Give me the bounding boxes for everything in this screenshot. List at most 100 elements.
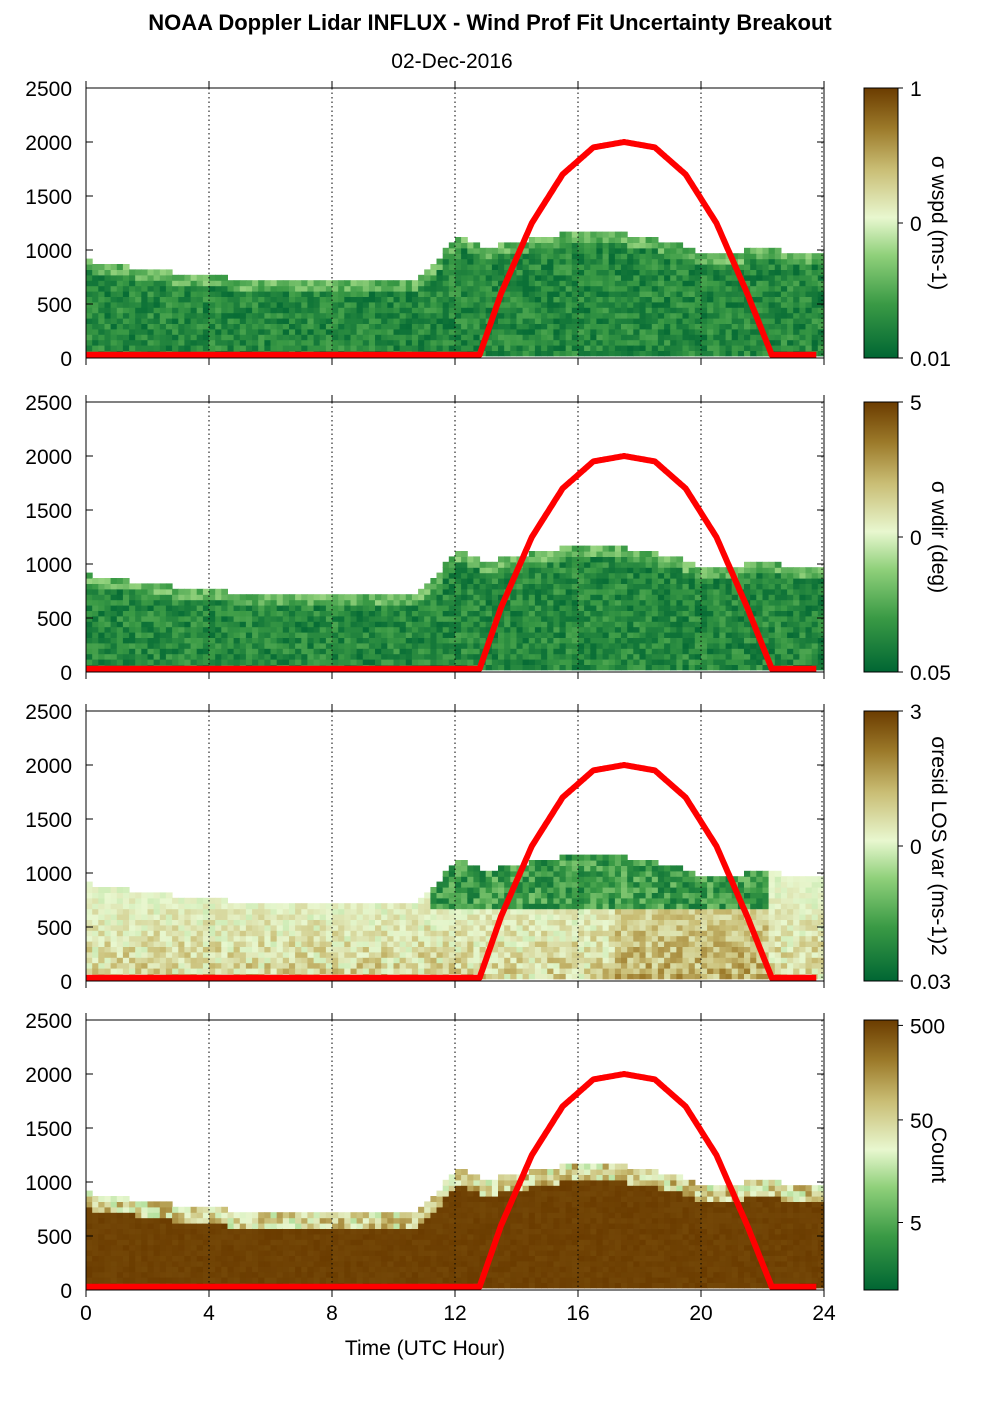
heatmap-cell <box>307 637 315 644</box>
heatmap-cell <box>510 599 517 606</box>
heatmap-cell <box>584 253 591 260</box>
heatmap-cell <box>793 269 800 276</box>
heatmap-cell <box>116 605 124 611</box>
heatmap-cell <box>252 968 259 974</box>
heatmap-cell <box>202 296 210 303</box>
heatmap-cell <box>252 930 259 937</box>
heatmap-cell <box>448 258 456 265</box>
heatmap-cell <box>651 350 659 357</box>
heatmap-cell <box>614 242 622 249</box>
heatmap-cell <box>534 659 542 665</box>
heatmap-cell <box>258 626 265 633</box>
heatmap-cell <box>590 551 597 557</box>
heatmap-cell <box>467 599 474 606</box>
heatmap-cell <box>116 578 124 584</box>
heatmap-cell <box>510 350 517 357</box>
heatmap-cell <box>731 664 739 671</box>
heatmap-cell <box>104 935 112 942</box>
heatmap-cell <box>627 561 634 568</box>
heatmap-cell <box>393 280 401 287</box>
heatmap-cell <box>750 605 757 611</box>
heatmap-cell <box>252 642 259 649</box>
heatmap-cell <box>485 296 493 303</box>
heatmap-cell <box>744 615 751 622</box>
heatmap-cell <box>319 626 327 633</box>
heatmap-cell <box>190 328 198 335</box>
heatmap-cell <box>787 588 794 595</box>
heatmap-cell <box>491 583 499 590</box>
heatmap-cell <box>707 583 714 590</box>
heatmap-cell <box>780 307 788 314</box>
heatmap-cell <box>701 637 708 644</box>
heatmap-cell <box>793 312 800 319</box>
heatmap-cell <box>301 312 308 319</box>
heatmap-cell <box>295 962 302 969</box>
heatmap-cell <box>178 957 185 964</box>
heatmap-cell <box>694 605 702 611</box>
heatmap-cell <box>356 307 364 314</box>
heatmap-cell <box>442 578 450 584</box>
heatmap-cell <box>565 632 573 638</box>
heatmap-cell <box>276 968 284 974</box>
heatmap-cell <box>116 339 124 346</box>
heatmap-cell <box>676 291 684 297</box>
heatmap-cell <box>627 296 634 303</box>
heatmap-cell <box>252 291 259 297</box>
heatmap-cell <box>737 653 745 660</box>
heatmap-cell <box>682 599 690 606</box>
heatmap-cell <box>491 350 499 357</box>
heatmap-cell <box>731 648 739 655</box>
heatmap-cell <box>387 280 394 287</box>
heatmap-cell <box>411 610 419 617</box>
heatmap-cell <box>319 653 327 660</box>
heatmap-cell <box>799 296 807 303</box>
heatmap-cell <box>110 274 118 281</box>
heatmap-cell <box>356 599 364 606</box>
heatmap-cell <box>547 280 554 287</box>
heatmap-cell <box>245 648 253 655</box>
heatmap-cell <box>510 637 517 644</box>
heatmap-cell <box>221 339 228 346</box>
heatmap-cell <box>731 328 739 335</box>
heatmap-cell <box>448 274 456 281</box>
heatmap-cell <box>442 632 450 638</box>
heatmap-cell <box>547 334 554 341</box>
heatmap-cell <box>129 659 136 665</box>
heatmap-cell <box>245 599 253 606</box>
heatmap-cell <box>565 312 573 319</box>
heatmap-cell <box>455 588 462 595</box>
heatmap-cell <box>516 264 524 270</box>
heatmap-cell <box>633 323 640 330</box>
heatmap-cell <box>461 258 468 265</box>
heatmap-cell <box>645 318 653 324</box>
heatmap-cell <box>190 296 198 303</box>
heatmap-cell <box>510 296 517 303</box>
heatmap-cell <box>762 253 770 260</box>
heatmap-cell <box>547 307 554 314</box>
heatmap-cell <box>424 642 431 649</box>
heatmap-cell <box>498 556 505 563</box>
heatmap-cell <box>664 599 671 606</box>
heatmap-cell <box>344 605 351 611</box>
heatmap-cell <box>122 626 130 633</box>
heatmap-cell <box>209 642 216 649</box>
heatmap-cell <box>147 301 155 308</box>
heatmap-cell <box>455 323 462 330</box>
heatmap-cell <box>215 924 222 931</box>
heatmap-cell <box>559 556 567 563</box>
heatmap-cell <box>215 339 222 346</box>
heatmap-cell <box>455 269 462 276</box>
heatmap-cell <box>485 301 493 308</box>
heatmap-cell <box>725 291 733 297</box>
heatmap-cell <box>282 935 290 942</box>
heatmap-cell <box>799 285 807 292</box>
heatmap-cell <box>799 626 807 633</box>
heatmap-cell <box>608 583 616 590</box>
heatmap-cell <box>688 296 696 303</box>
heatmap-cell <box>491 653 499 660</box>
heatmap-cell <box>737 258 745 265</box>
heatmap-cell <box>270 632 278 638</box>
heatmap-cell <box>694 328 702 335</box>
heatmap-cell <box>565 664 573 671</box>
heatmap-cell <box>393 328 401 335</box>
